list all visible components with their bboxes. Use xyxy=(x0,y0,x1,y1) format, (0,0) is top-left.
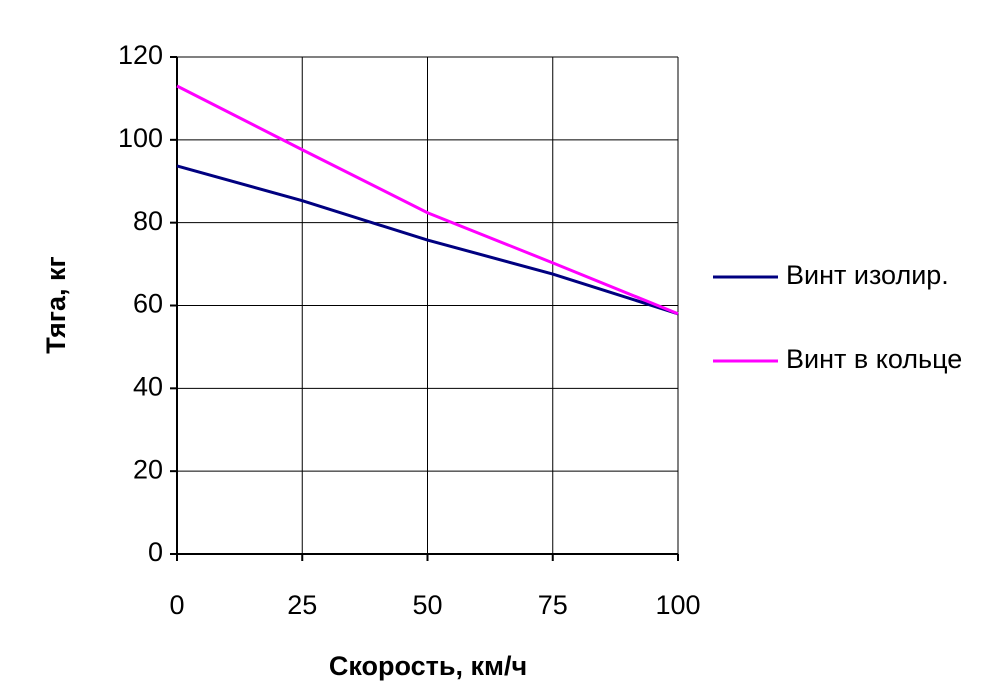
x-tick-label: 100 xyxy=(655,590,700,620)
y-tick-label: 120 xyxy=(118,40,163,70)
y-tick-label: 100 xyxy=(118,123,163,153)
y-tick-label: 80 xyxy=(133,206,163,236)
x-tick-label: 0 xyxy=(169,590,184,620)
legend-label: Винт в кольце xyxy=(786,344,962,374)
x-tick-label: 75 xyxy=(538,590,568,620)
series-line xyxy=(176,164,679,316)
y-tick-label: 60 xyxy=(133,289,163,319)
y-tick-label: 0 xyxy=(148,537,163,567)
y-tick-label: 40 xyxy=(133,371,163,401)
legend-label: Винт изолир. xyxy=(786,260,949,290)
y-tick-label: 20 xyxy=(133,454,163,484)
y-axis-title: Тяга, кг xyxy=(41,256,71,354)
x-axis-title: Скорость, км/ч xyxy=(329,651,527,681)
series-line xyxy=(176,84,679,316)
x-tick-label: 25 xyxy=(287,590,317,620)
x-tick-label: 50 xyxy=(412,590,442,620)
